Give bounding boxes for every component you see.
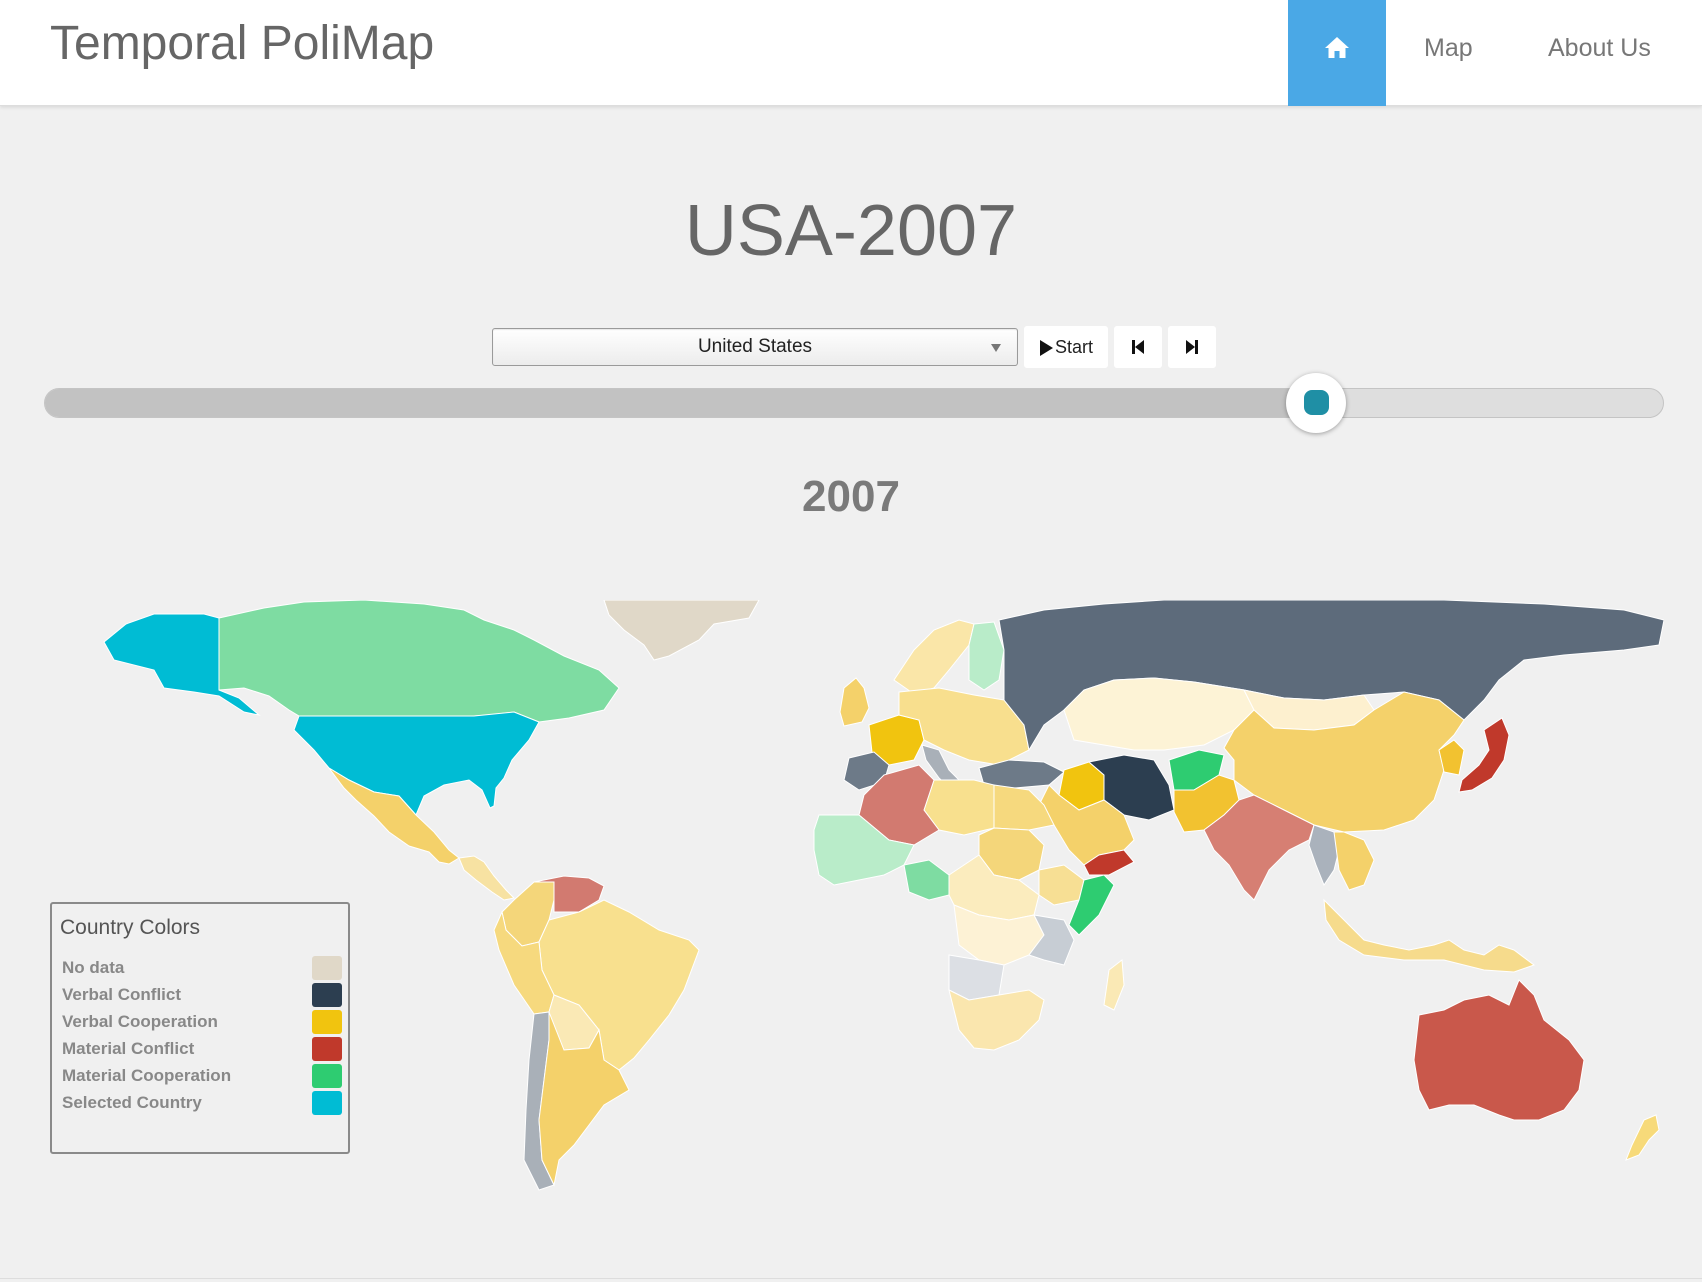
region-alaska[interactable] (103, 613, 261, 716)
step-back-button[interactable] (1114, 326, 1162, 368)
legend-title: Country Colors (60, 916, 201, 939)
region-southern-africa[interactable] (948, 989, 1045, 1051)
step-back-icon (1132, 340, 1144, 354)
legend-label: Material Cooperation (62, 1066, 232, 1085)
nav-link-about[interactable]: About Us (1548, 34, 1651, 62)
year-slider-fill (45, 389, 1317, 417)
legend-item-material-cooperation: Material Cooperation (62, 1064, 342, 1090)
legend-label: Verbal Cooperation (62, 1012, 218, 1031)
region-indonesia[interactable] (1323, 898, 1536, 973)
year-label: 2007 (802, 472, 900, 521)
region-west-africa[interactable] (813, 814, 915, 886)
footer-divider (0, 1278, 1702, 1279)
legend-item-verbal-cooperation: Verbal Cooperation (62, 1010, 342, 1036)
region-united-states[interactable] (293, 711, 540, 816)
step-forward-icon (1186, 340, 1198, 354)
region-iran[interactable] (1087, 754, 1175, 821)
region-egypt[interactable] (993, 784, 1055, 831)
region-australia[interactable] (1413, 979, 1585, 1121)
start-button-label: Start (1055, 337, 1094, 357)
region-turkey[interactable] (978, 759, 1065, 789)
country-select[interactable]: United States (492, 328, 1018, 366)
page-title: USA-2007 (684, 191, 1018, 271)
legend-swatch (312, 956, 342, 980)
start-button[interactable]: Start (1024, 326, 1108, 368)
legend-swatch (312, 1064, 342, 1088)
legend-swatch (312, 1037, 342, 1061)
legend-label: Material Conflict (62, 1039, 195, 1058)
world-map (103, 600, 1664, 1191)
legend-swatch (312, 1091, 342, 1115)
region-nigeria[interactable] (903, 859, 950, 901)
play-icon (1040, 340, 1053, 356)
year-slider[interactable] (44, 388, 1664, 418)
legend-label: Selected Country (62, 1093, 202, 1112)
region-ethiopia[interactable] (1038, 864, 1085, 906)
region-india[interactable] (1203, 794, 1315, 901)
legend: Country Colors No data Verbal Conflict V… (50, 902, 350, 1154)
navbar: Temporal PoliMap Map About Us (0, 0, 1702, 106)
year-slider-handle[interactable] (1285, 373, 1346, 433)
region-canada[interactable] (218, 600, 620, 723)
country-select-value: United States (697, 336, 813, 357)
home-icon (1325, 37, 1349, 58)
region-tanzania[interactable] (1028, 914, 1075, 966)
legend-item-selected-country: Selected Country (62, 1091, 342, 1117)
legend-label: Verbal Conflict (62, 985, 182, 1004)
region-central-america[interactable] (458, 855, 516, 901)
legend-item-no-data: No data (62, 956, 342, 982)
legend-item-material-conflict: Material Conflict (62, 1037, 342, 1063)
region-mexico[interactable] (328, 767, 460, 865)
region-greenland[interactable] (603, 600, 760, 661)
region-southeast-asia[interactable] (1333, 831, 1375, 891)
region-japan[interactable] (1458, 717, 1510, 793)
slider-handle-dot (1303, 390, 1329, 415)
region-somalia[interactable] (1068, 874, 1115, 936)
legend-swatch (312, 1010, 342, 1034)
region-algeria[interactable] (858, 764, 940, 846)
region-yemen[interactable] (1083, 849, 1135, 876)
region-korea[interactable] (1438, 739, 1465, 776)
nav-link-map[interactable]: Map (1424, 34, 1473, 62)
chevron-down-icon (991, 344, 1001, 352)
legend-swatch (312, 983, 342, 1007)
region-china[interactable] (1223, 691, 1465, 833)
region-new-zealand[interactable] (1625, 1114, 1660, 1161)
legend-item-verbal-conflict: Verbal Conflict (62, 983, 342, 1009)
region-venezuela[interactable] (533, 875, 605, 913)
region-kazakhstan[interactable] (1063, 677, 1255, 751)
region-scandinavia[interactable] (893, 619, 975, 695)
brand-title[interactable]: Temporal PoliMap (50, 17, 435, 70)
nav-home-button[interactable] (1288, 0, 1386, 106)
region-finland[interactable] (968, 621, 1005, 691)
region-argentina[interactable] (538, 1011, 630, 1187)
region-united-kingdom[interactable] (839, 677, 870, 727)
step-forward-button[interactable] (1168, 326, 1216, 368)
legend-label: No data (62, 958, 125, 977)
region-madagascar[interactable] (1103, 959, 1125, 1011)
